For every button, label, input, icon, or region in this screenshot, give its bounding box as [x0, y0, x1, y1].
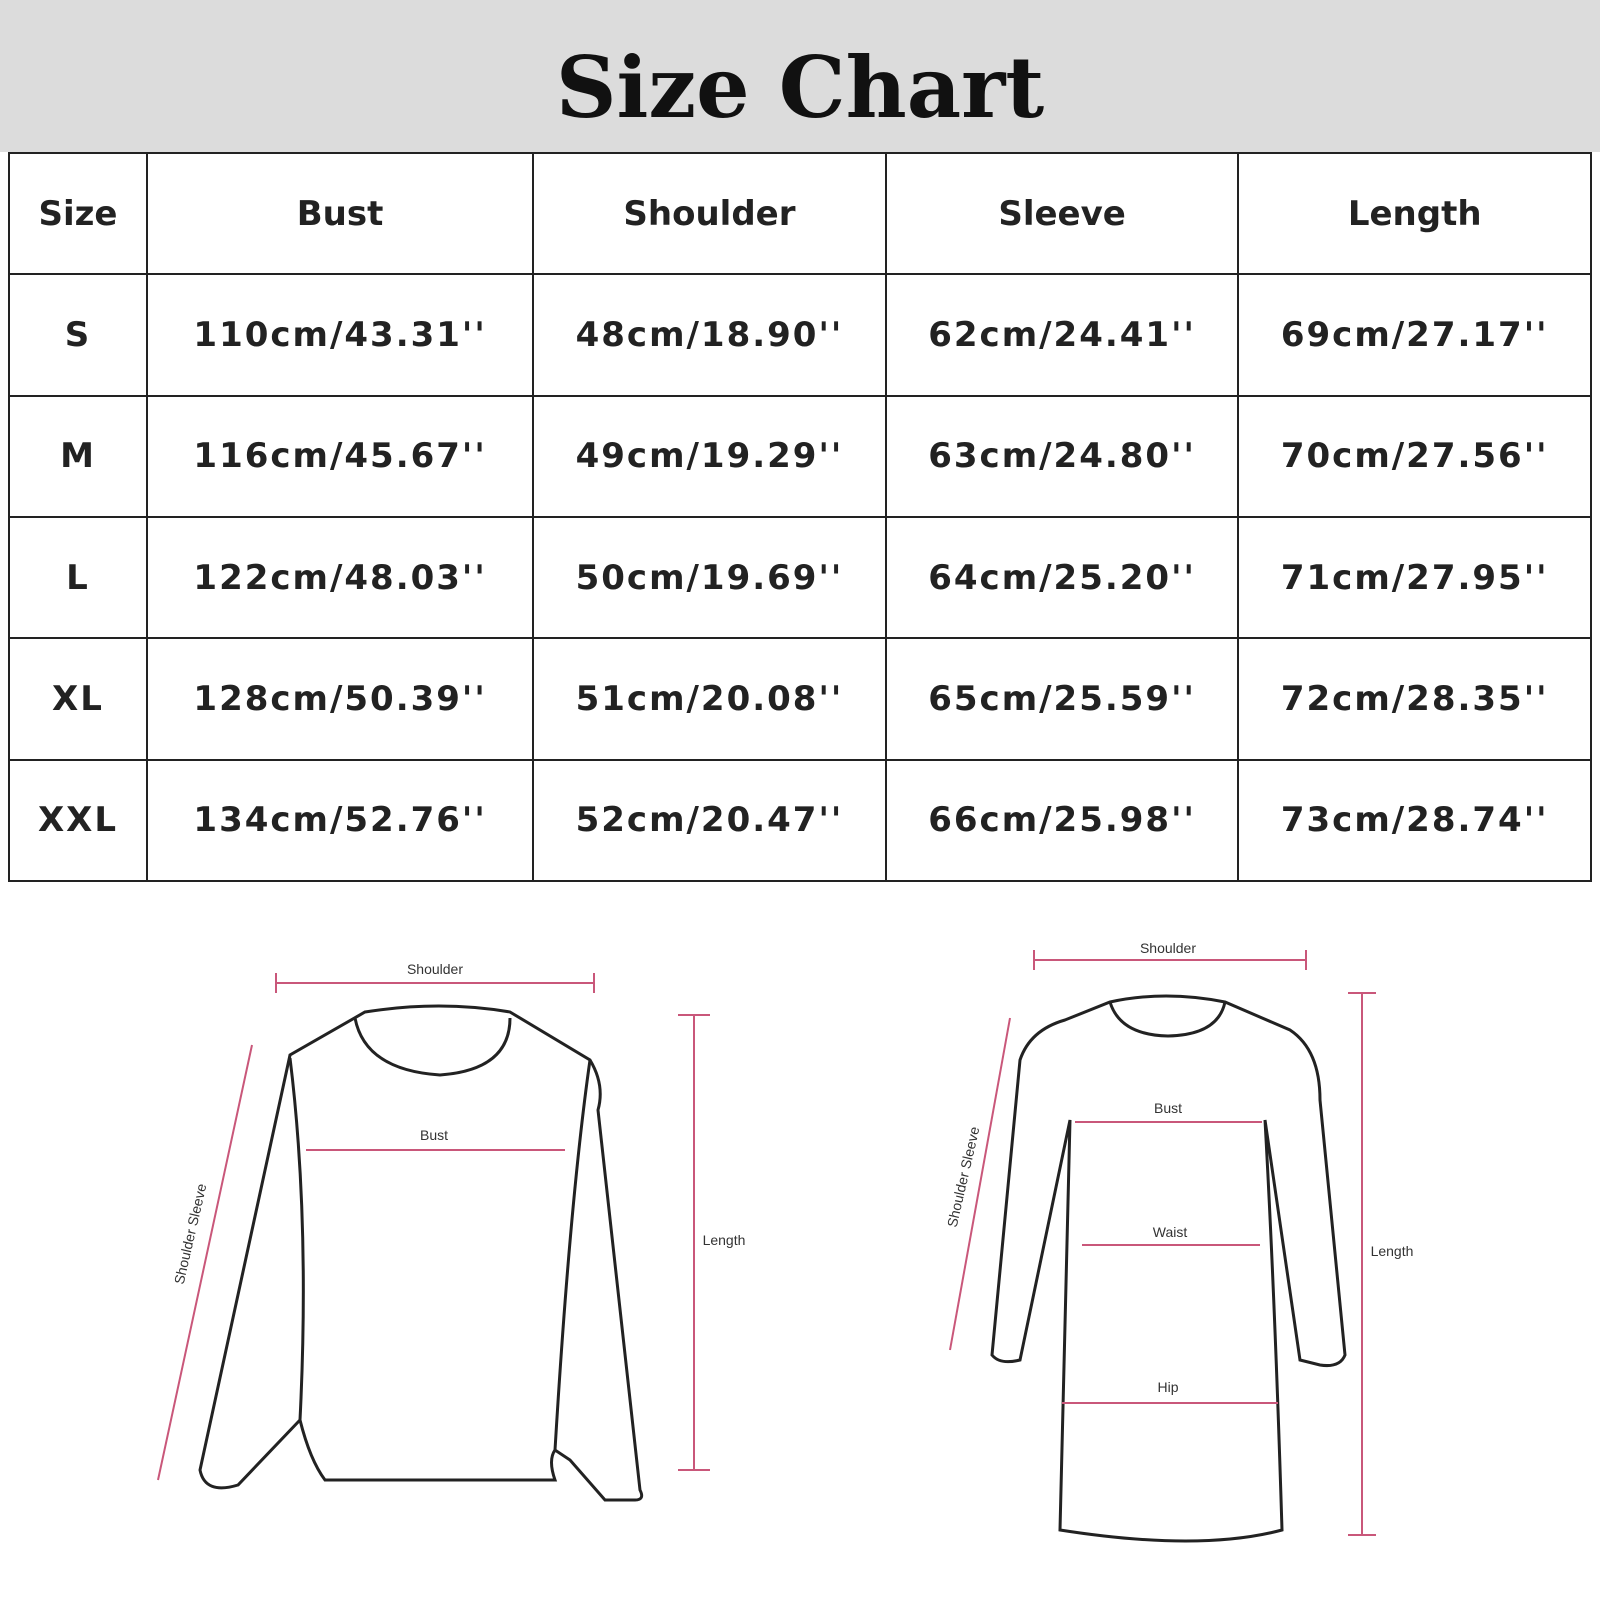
size-table: Size Bust Shoulder Sleeve Length S 110cm… — [8, 151, 1592, 883]
sweater-neckline — [353, 1017, 512, 1077]
cell-size: S — [8, 273, 148, 397]
cell-size: L — [8, 515, 148, 640]
title-banner — [0, 0, 1600, 152]
cell-length: 72cm/28.35'' — [1237, 637, 1592, 761]
cell-length: 71cm/27.95'' — [1237, 515, 1592, 640]
garment-diagrams: Shoulder Bust Length Shoulder Sleeve Sho… — [157, 940, 1414, 1543]
page-title: Size Chart — [555, 38, 1045, 137]
dress-measures — [949, 950, 1376, 1536]
dress-hip-label: Hip — [1157, 1379, 1178, 1395]
sweater-shoulder-label: Shoulder — [407, 961, 463, 977]
header-sleeve: Sleeve — [884, 151, 1240, 276]
sweater-measures — [157, 973, 710, 1481]
cell-bust: 110cm/43.31'' — [145, 273, 535, 397]
dress-shoulder-label: Shoulder — [1140, 940, 1196, 956]
dress-waist-label: Waist — [1153, 1224, 1188, 1240]
cell-size: XL — [8, 637, 148, 761]
cell-length: 70cm/27.56'' — [1237, 394, 1592, 518]
dress-diagram — [990, 994, 1347, 1543]
table-row: XL 128cm/50.39'' 51cm/20.08'' 65cm/25.59… — [8, 637, 1592, 761]
dress-outline — [990, 994, 1347, 1543]
cell-sleeve: 65cm/25.59'' — [884, 637, 1240, 761]
cell-sleeve: 66cm/25.98'' — [884, 758, 1240, 883]
cell-sleeve: 63cm/24.80'' — [884, 394, 1240, 518]
header-bust: Bust — [145, 151, 535, 276]
cell-shoulder: 49cm/19.29'' — [532, 394, 887, 518]
sweater-body-side — [288, 1057, 592, 1451]
cell-bust: 134cm/52.76'' — [145, 758, 535, 883]
dress-bust-label: Bust — [1154, 1100, 1182, 1116]
cell-length: 73cm/28.74'' — [1237, 758, 1592, 883]
cell-bust: 128cm/50.39'' — [145, 637, 535, 761]
table-row: S 110cm/43.31'' 48cm/18.90'' 62cm/24.41'… — [8, 273, 1592, 397]
table-row: XXL 134cm/52.76'' 52cm/20.47'' 66cm/25.9… — [8, 758, 1592, 883]
sweater-bust-label: Bust — [420, 1127, 448, 1143]
header-shoulder: Shoulder — [532, 151, 887, 276]
dress-sleeve-label: Shoulder Sleeve — [944, 1125, 983, 1229]
header-length: Length — [1237, 151, 1592, 276]
cell-shoulder: 52cm/20.47'' — [532, 758, 887, 883]
cell-sleeve: 62cm/24.41'' — [884, 273, 1240, 397]
cell-shoulder: 48cm/18.90'' — [532, 273, 887, 397]
sweater-diagram — [198, 1004, 644, 1502]
cell-sleeve: 64cm/25.20'' — [884, 515, 1240, 640]
cell-bust: 116cm/45.67'' — [145, 394, 535, 518]
table-row: M 116cm/45.67'' 49cm/19.29'' 63cm/24.80'… — [8, 394, 1592, 518]
table-header-row: Size Bust Shoulder Sleeve Length — [8, 151, 1592, 276]
table-row: L 122cm/48.03'' 50cm/19.69'' 64cm/25.20'… — [8, 515, 1592, 640]
header-size: Size — [8, 151, 148, 276]
cell-shoulder: 50cm/19.69'' — [532, 515, 887, 640]
dress-neckline — [1108, 1001, 1227, 1038]
dress-length-label: Length — [1371, 1243, 1414, 1259]
cell-bust: 122cm/48.03'' — [145, 515, 535, 640]
cell-length: 69cm/27.17'' — [1237, 273, 1592, 397]
cell-shoulder: 51cm/20.08'' — [532, 637, 887, 761]
sweater-outline — [198, 1004, 644, 1502]
cell-size: XXL — [8, 758, 148, 883]
sweater-length-label: Length — [703, 1232, 746, 1248]
cell-size: M — [8, 394, 148, 518]
